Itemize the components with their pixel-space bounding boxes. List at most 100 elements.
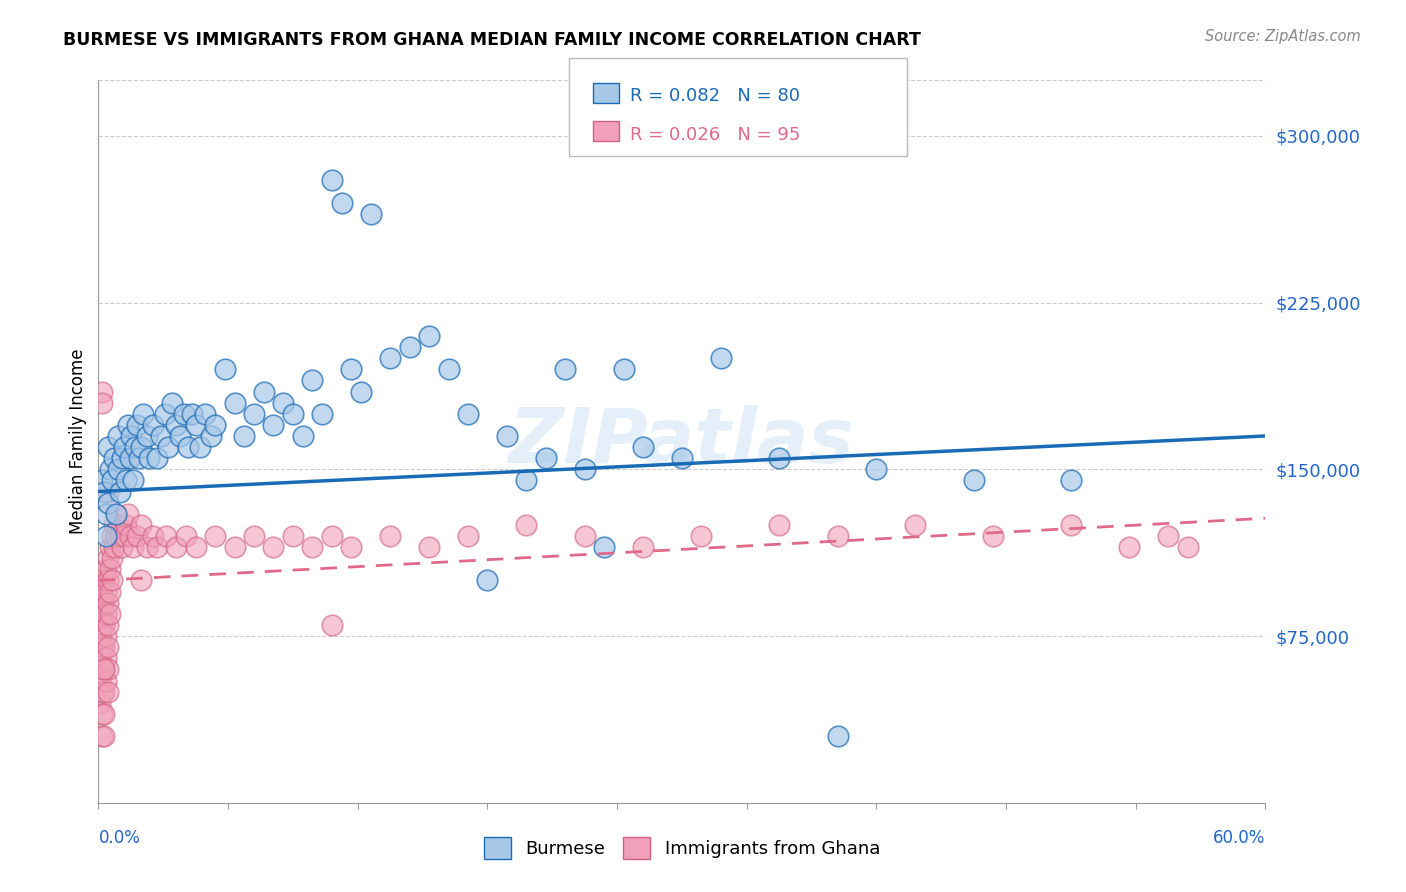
Point [360,207,382,221]
Point [89,584,111,599]
Point [108,529,131,543]
Point [124,440,146,454]
Point [153,407,176,421]
Point [457,407,479,421]
Point [91,607,114,621]
Point [180,407,202,421]
Text: 60.0%: 60.0% [1213,829,1265,847]
Point [91,618,114,632]
Point [93,618,115,632]
Point [118,529,141,543]
Point [981,529,1004,543]
Point [165,540,187,554]
Point [146,451,169,466]
Text: Source: ZipAtlas.com: Source: ZipAtlas.com [1205,29,1361,44]
Point [108,484,131,499]
Point [194,407,217,421]
Point [204,529,226,543]
Point [97,684,120,698]
Text: R = 0.082   N = 80: R = 0.082 N = 80 [630,87,800,105]
Point [534,451,557,466]
Point [1157,529,1180,543]
Point [330,195,353,210]
Point [281,529,304,543]
Point [281,407,304,421]
Point [690,529,713,543]
Point [477,574,499,588]
Point [107,462,129,476]
Point [112,529,135,543]
Point [91,729,114,743]
Point [574,462,596,476]
Point [301,373,323,387]
Point [122,474,145,488]
Point [97,440,120,454]
Point [127,529,149,543]
Point [97,551,120,566]
Point [96,584,118,599]
Point [496,429,519,443]
Point [89,651,111,665]
Point [97,574,120,588]
Point [1118,540,1140,554]
Point [91,596,114,610]
Point [233,429,256,443]
Point [380,351,402,366]
Point [97,484,120,499]
Text: BURMESE VS IMMIGRANTS FROM GHANA MEDIAN FAMILY INCOME CORRELATION CHART: BURMESE VS IMMIGRANTS FROM GHANA MEDIAN … [63,31,921,49]
Point [188,440,211,454]
Point [93,729,115,743]
Point [631,540,654,554]
Point [91,706,114,721]
Point [149,429,172,443]
Point [904,517,927,532]
Point [93,574,115,588]
Point [204,417,226,432]
Point [96,529,118,543]
Point [93,596,115,610]
Point [321,529,343,543]
Point [574,529,596,543]
Point [98,462,121,476]
Point [418,540,440,554]
Point [262,417,284,432]
Point [129,574,152,588]
Point [155,529,177,543]
Point [142,417,165,432]
Point [138,451,160,466]
Point [101,529,124,543]
Point [243,529,266,543]
Point [103,540,125,554]
Point [114,474,136,488]
Text: 0.0%: 0.0% [98,829,141,847]
Point [98,540,121,554]
Point [827,729,849,743]
Point [89,607,111,621]
Point [96,507,118,521]
Point [169,429,191,443]
Point [224,540,246,554]
Point [515,517,537,532]
Point [129,440,152,454]
Point [91,584,114,599]
Y-axis label: Median Family Income: Median Family Income [69,349,87,534]
Point [98,584,121,599]
Point [162,395,184,409]
Point [104,529,127,543]
Point [89,629,111,643]
Point [103,517,125,532]
Point [136,540,159,554]
Point [103,451,125,466]
Point [224,395,246,409]
Point [253,384,276,399]
Point [593,540,616,554]
Point [184,540,207,554]
Point [865,462,887,476]
Point [91,574,114,588]
Point [340,540,363,554]
Point [93,684,115,698]
Point [96,562,118,576]
Point [554,362,576,376]
Point [97,640,120,655]
Point [768,451,790,466]
